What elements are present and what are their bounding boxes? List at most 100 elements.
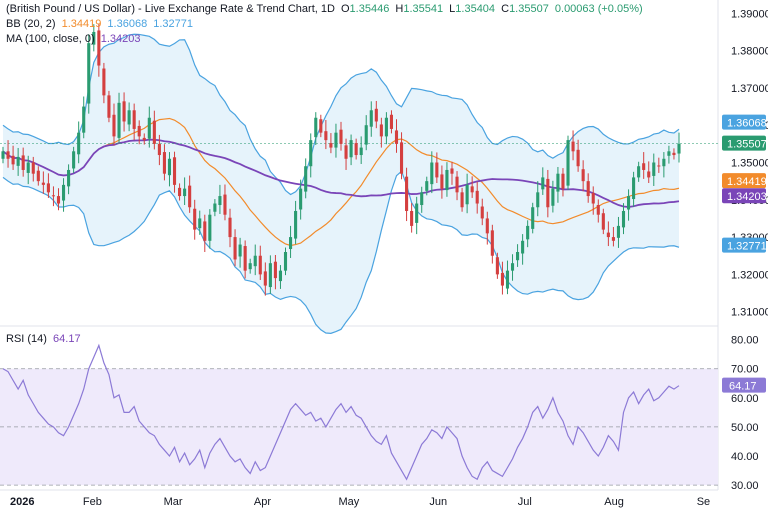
candle-body (299, 188, 303, 210)
candle-body (233, 237, 237, 260)
bb-legend[interactable]: BB (20, 2) 1.34419 1.36068 1.32771 (6, 18, 196, 30)
time-tick-label: Feb (83, 496, 102, 508)
time-tick-label: Se (697, 496, 710, 508)
candle-body (102, 68, 106, 96)
candle-body (92, 31, 96, 45)
candle-body (526, 225, 530, 240)
candle-body (193, 208, 197, 230)
candle-body (324, 131, 328, 141)
candle-body (505, 270, 510, 289)
candle-body (581, 169, 585, 182)
price-tag-label: 1.34203 (727, 191, 767, 203)
candle-body (460, 192, 464, 208)
candle-body (450, 168, 454, 174)
price-tag (722, 237, 766, 253)
candle-body (344, 145, 348, 159)
candle-body (374, 108, 378, 122)
candle-body (97, 30, 101, 66)
candle-body (122, 101, 126, 122)
rsi-tick-label: 40.00 (731, 451, 759, 463)
candle-body (576, 149, 580, 167)
candle-body (218, 196, 222, 206)
candle-body (21, 155, 25, 170)
candle-body (521, 240, 525, 254)
candle-body (112, 114, 116, 137)
price-tag-label: 1.34419 (727, 176, 767, 188)
low-value: 1.35404 (455, 3, 496, 15)
candle-body (213, 203, 217, 212)
rsi-tick-label: 50.00 (731, 422, 759, 434)
candle-body (480, 206, 484, 219)
open-label: O (340, 3, 350, 15)
price-tick-label: 1.38000 (731, 46, 768, 58)
candle-body (87, 43, 91, 104)
candle-body (394, 130, 399, 144)
rsi-legend[interactable]: RSI (14) 64.17 (6, 333, 84, 345)
rsi-tick-label: 60.00 (731, 393, 759, 405)
time-tick-label: Apr (254, 496, 271, 508)
price-tick-label: 1.35000 (731, 158, 768, 170)
candle-body (203, 221, 207, 241)
candle-body (82, 106, 86, 133)
candle-body (349, 140, 353, 158)
candle-body (117, 102, 121, 138)
candle-body (531, 207, 535, 229)
candle-body (162, 152, 166, 174)
candle-body (238, 244, 242, 257)
candle-body (67, 169, 71, 187)
bb-upper-value: 1.36068 (107, 18, 148, 30)
candle-body (389, 114, 394, 129)
bollinger-lower-line (2, 170, 680, 334)
candle-body (475, 190, 479, 204)
ma-legend[interactable]: MA (100, close, 0) 1.34203 (6, 33, 143, 45)
candle-body (672, 152, 676, 156)
candle-body (490, 230, 494, 256)
candle-body (510, 263, 515, 271)
change-value: 0.00063 (+0.05%) (554, 3, 643, 15)
candle-body (546, 178, 550, 208)
candle-body (516, 252, 520, 261)
candle-body (339, 129, 343, 144)
candle-body (127, 110, 131, 125)
rsi-label: RSI (14) (6, 333, 47, 345)
candle-body (36, 170, 40, 182)
candle-body (142, 137, 146, 141)
candle-body (399, 142, 404, 174)
candle-body (470, 186, 474, 193)
price-tag (722, 135, 766, 151)
candle-body (183, 188, 187, 197)
time-tick-label: May (339, 496, 360, 508)
candle-body (591, 193, 595, 204)
price-tick-label: 1.39000 (731, 8, 768, 20)
candle-body (611, 237, 615, 241)
candle-body (465, 184, 469, 205)
price-tick-label: 1.37000 (731, 83, 768, 95)
rsi-tick-label: 30.00 (731, 480, 759, 492)
candle-body (384, 117, 388, 137)
candle-body (46, 183, 50, 193)
candle-body (379, 124, 383, 137)
candle-body (626, 196, 631, 210)
price-tick-label: 1.32000 (731, 269, 768, 281)
candle-body (51, 195, 56, 197)
candle-body (596, 205, 600, 215)
candle-body (556, 173, 560, 192)
symbol-header: (British Pound / US Dollar) - Live Excha… (6, 3, 646, 15)
candle-body (364, 125, 368, 145)
candle-body (56, 196, 61, 204)
price-tick-label: 1.31000 (731, 307, 768, 319)
price-tag (722, 114, 766, 130)
time-tick-label: Aug (604, 496, 624, 508)
candle-body (354, 143, 358, 156)
candle-body (329, 143, 333, 148)
candle-body (26, 162, 30, 173)
candle-body (208, 214, 212, 241)
candle-body (309, 140, 313, 167)
time-tick-label: 2026 (10, 496, 34, 508)
candle-body (435, 162, 439, 178)
candle-body (420, 192, 424, 206)
candle-body (72, 151, 76, 169)
candle-body (652, 162, 656, 176)
candle-body (657, 165, 661, 167)
candle-body (369, 110, 373, 127)
